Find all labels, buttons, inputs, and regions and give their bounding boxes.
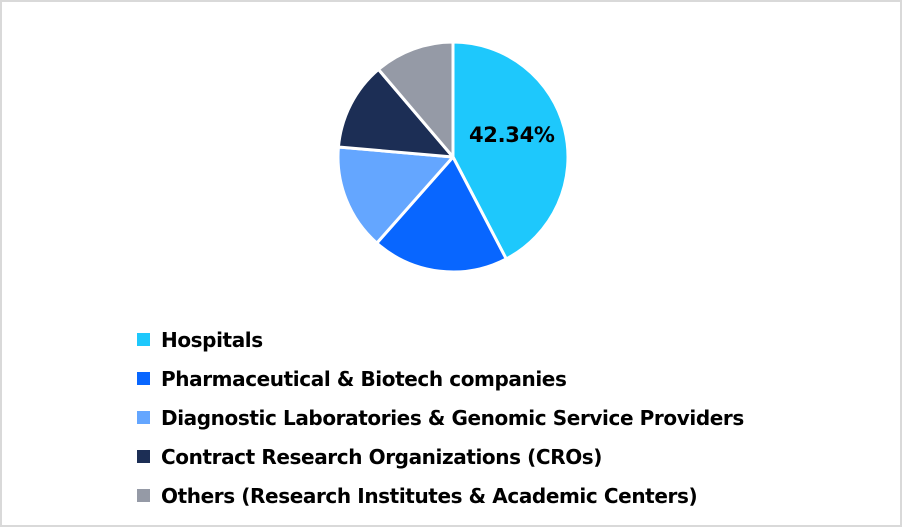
pie-svg	[336, 40, 570, 274]
pie-slice-4	[376, 40, 455, 159]
legend-label: Hospitals	[161, 327, 263, 352]
legend-item-others: Others (Research Institutes & Academic C…	[137, 476, 744, 515]
legend-swatch-icon	[137, 411, 150, 424]
legend-item-diagnostic-labs: Diagnostic Laboratories & Genomic Servic…	[137, 398, 744, 437]
legend-swatch-icon	[137, 489, 150, 502]
pie-slice-2	[336, 145, 455, 245]
legend-label: Contract Research Organizations (CROs)	[161, 444, 603, 469]
pie-chart: 42.34%	[2, 2, 902, 302]
pie-slice-0	[451, 40, 570, 261]
pie-slice-1	[375, 155, 508, 274]
legend-label: Pharmaceutical & Biotech companies	[161, 366, 567, 391]
legend-label: Others (Research Institutes & Academic C…	[161, 483, 698, 508]
legend-swatch-icon	[137, 372, 150, 385]
pie-slice-3	[336, 67, 455, 159]
legend-swatch-icon	[137, 333, 150, 346]
legend-swatch-icon	[137, 450, 150, 463]
legend-label: Diagnostic Laboratories & Genomic Servic…	[161, 405, 744, 430]
legend: Hospitals Pharmaceutical & Biotech compa…	[137, 320, 744, 515]
legend-item-pharma-biotech: Pharmaceutical & Biotech companies	[137, 359, 744, 398]
legend-item-hospitals: Hospitals	[137, 320, 744, 359]
legend-item-cros: Contract Research Organizations (CROs)	[137, 437, 744, 476]
slice-label-hospitals: 42.34%	[469, 123, 555, 147]
